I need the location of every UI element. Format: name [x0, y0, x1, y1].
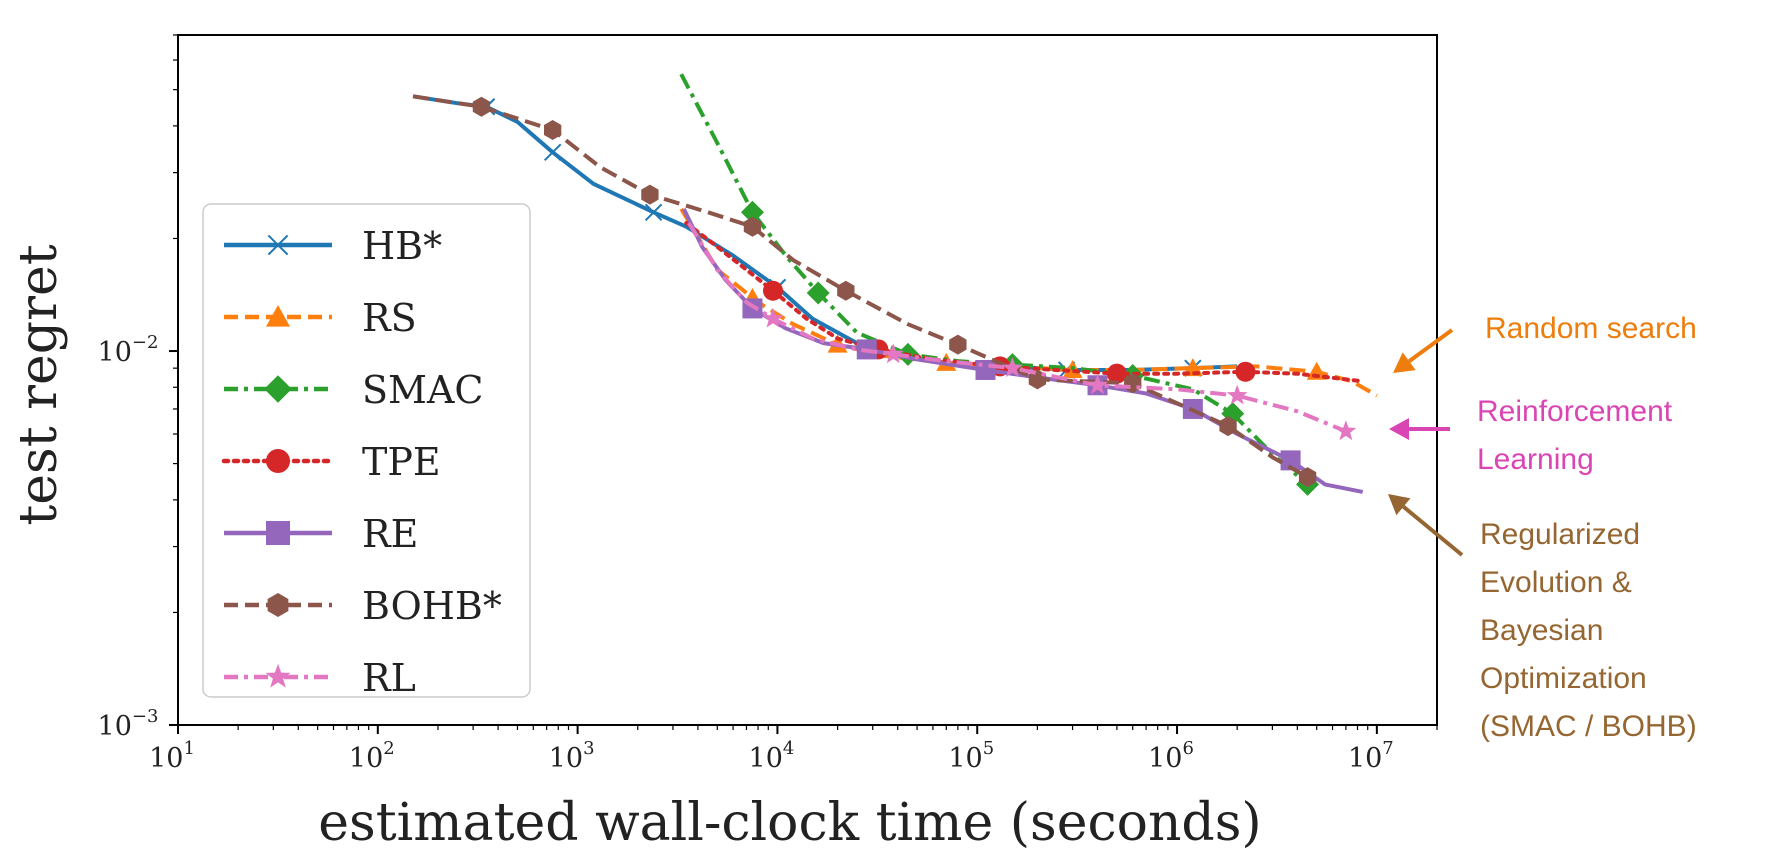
- data-point-bohb: [472, 96, 491, 117]
- data-point-tpe: [1106, 363, 1127, 384]
- series-line-bohb: [412, 94, 1309, 479]
- x-axis: 101 102 103 104 105 106 107: [149, 725, 1438, 774]
- data-point-bohb: [1219, 416, 1237, 437]
- x-tick-label: 101: [149, 738, 195, 774]
- y-axis-title: test regret: [9, 244, 69, 525]
- legend-marker-smac: [264, 375, 292, 403]
- legend-marker-rs: [266, 305, 290, 327]
- legend-label-rl: RL: [362, 656, 416, 700]
- data-point-rl: [762, 307, 784, 328]
- annotations: Random search Reinforcement Learning Reg…: [1388, 312, 1697, 743]
- series-line-rl: [687, 221, 1347, 434]
- legend-marker-bohb: [267, 593, 289, 617]
- legend: HB* RS SMAC TPE RE BOHB* RL: [202, 203, 531, 700]
- data-point-tpe: [762, 280, 783, 301]
- legend-label-re: RE: [362, 512, 418, 556]
- data-point-rl: [1001, 357, 1023, 378]
- data-point-re: [975, 359, 996, 380]
- arrow-random-search: [1393, 328, 1454, 373]
- data-point-bohb: [1298, 467, 1317, 488]
- annotation-random-search: Random search: [1485, 312, 1697, 345]
- arrow-regularized-evolution: [1388, 494, 1464, 557]
- series-hb: [412, 94, 1238, 379]
- series-bohb: [412, 94, 1317, 488]
- legend-marker-rl: [265, 663, 291, 688]
- legend-entry-rl: RL: [224, 656, 416, 700]
- legend-label-hb: HB*: [362, 224, 442, 268]
- legend-entry-tpe: TPE: [221, 440, 441, 484]
- legend-label-tpe: TPE: [362, 440, 441, 484]
- data-point-hb: [543, 143, 562, 161]
- y-tick-label: 10−3: [98, 706, 159, 742]
- series-tpe: [684, 221, 1365, 384]
- data-point-bohb: [743, 216, 762, 237]
- legend-entry-smac: SMAC: [224, 368, 483, 412]
- legend-box: [202, 203, 531, 698]
- data-point-hb: [644, 203, 663, 221]
- legend-entry-re: RE: [224, 512, 418, 556]
- data-point-rl: [1226, 384, 1248, 405]
- annotation-reinforcement-learning: Reinforcement Learning: [1477, 395, 1680, 476]
- series-line-rs: [679, 207, 1378, 398]
- legend-entry-hb: HB*: [224, 224, 442, 268]
- y-tick-label: 10−2: [98, 332, 159, 368]
- series-rl: [687, 221, 1357, 441]
- x-axis-title: estimated wall-clock time (seconds): [318, 793, 1261, 853]
- legend-marker-re: [266, 521, 290, 545]
- data-point-smac: [806, 281, 830, 305]
- legend-label-smac: SMAC: [362, 368, 483, 412]
- data-point-tpe: [1235, 361, 1256, 382]
- legend-entry-bohb: BOHB*: [224, 584, 502, 628]
- legend-label-bohb: BOHB*: [362, 584, 502, 628]
- x-tick-label: 103: [549, 738, 595, 774]
- data-point-re: [1280, 450, 1301, 471]
- data-point-rs: [1306, 361, 1327, 380]
- data-point-rl: [1087, 374, 1108, 395]
- legend-marker-hb: [267, 234, 289, 256]
- series-line-tpe: [684, 221, 1365, 384]
- data-point-bohb: [641, 184, 659, 205]
- data-point-rl: [882, 343, 904, 364]
- data-point-rl: [1335, 420, 1357, 441]
- data-point-smac: [740, 200, 764, 224]
- legend-entry-rs: RS: [224, 296, 417, 340]
- x-tick-label: 106: [1148, 738, 1194, 774]
- x-tick-label: 102: [349, 738, 395, 774]
- plot-frame: [177, 34, 1438, 726]
- x-tick-label: 105: [948, 738, 994, 774]
- data-point-bohb: [949, 334, 967, 355]
- plot-area: [412, 73, 1378, 496]
- legend-marker-tpe: [266, 449, 290, 473]
- y-axis: 10−3 10−2: [98, 34, 178, 742]
- legend-label-rs: RS: [362, 296, 417, 340]
- x-tick-label: 104: [749, 738, 795, 774]
- x-tick-label: 107: [1348, 738, 1394, 774]
- data-point-bohb: [543, 119, 562, 140]
- annotation-regularized-evolution-bayesian-optimization: Regularized Evolution & Bayesian Optimiz…: [1480, 518, 1697, 743]
- data-point-bohb: [837, 280, 855, 301]
- arrow-reinforcement-learning: [1389, 418, 1450, 440]
